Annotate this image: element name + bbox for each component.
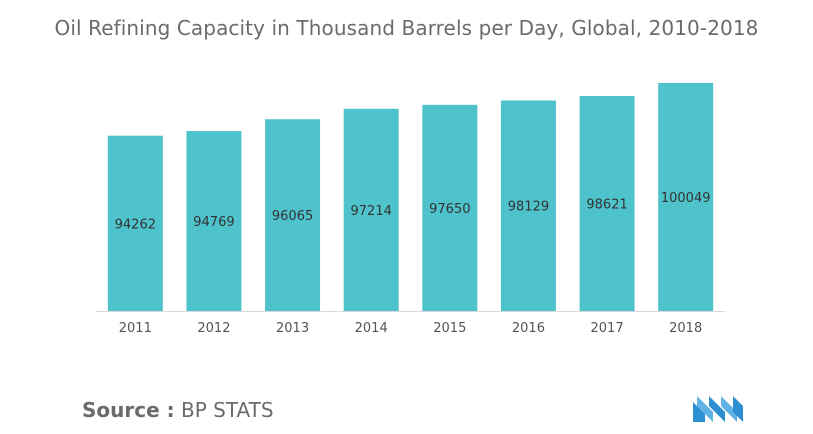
x-tick-labels: 2011 2012 2013 2014 2015 2016 2017 2018 (119, 321, 702, 336)
source-value: BP STATS (181, 398, 274, 422)
data-label-2016: 98129 (508, 200, 549, 215)
data-label-2014: 97214 (351, 204, 392, 219)
bar-2015 (422, 104, 478, 311)
bar-2016 (500, 100, 556, 311)
bar-2011 (107, 135, 163, 311)
bar-2012 (186, 131, 242, 311)
x-tick-2017: 2017 (591, 321, 624, 336)
chart-title: Oil Refining Capacity in Thousand Barrel… (54, 16, 759, 40)
source-label: Source : (82, 398, 175, 422)
bar-2013 (265, 119, 321, 312)
bar-2014 (343, 108, 399, 311)
data-label-2012: 94769 (193, 215, 234, 230)
labels-layer: 94262 94769 96065 97214 97650 98129 98621 10004… (115, 191, 711, 232)
x-tick-2013: 2013 (276, 321, 309, 336)
data-label-2011: 94262 (115, 217, 156, 232)
x-tick-2012: 2012 (197, 321, 230, 336)
data-label-2015: 97650 (429, 202, 470, 217)
bar-2017 (579, 95, 635, 311)
data-label-2013: 96065 (272, 209, 313, 224)
bars-layer (107, 83, 714, 312)
x-tick-2015: 2015 (433, 321, 466, 336)
x-tick-2016: 2016 (512, 321, 545, 336)
data-label-2017: 98621 (586, 197, 627, 212)
x-tick-2018: 2018 (669, 321, 702, 336)
x-tick-2014: 2014 (355, 321, 388, 336)
data-label-2018: 100049 (661, 191, 711, 206)
source-note: Source : BP STATS (82, 398, 274, 422)
x-tick-2011: 2011 (119, 321, 152, 336)
mordor-intelligence-logo-icon (693, 396, 743, 422)
bar-2018 (658, 83, 714, 311)
